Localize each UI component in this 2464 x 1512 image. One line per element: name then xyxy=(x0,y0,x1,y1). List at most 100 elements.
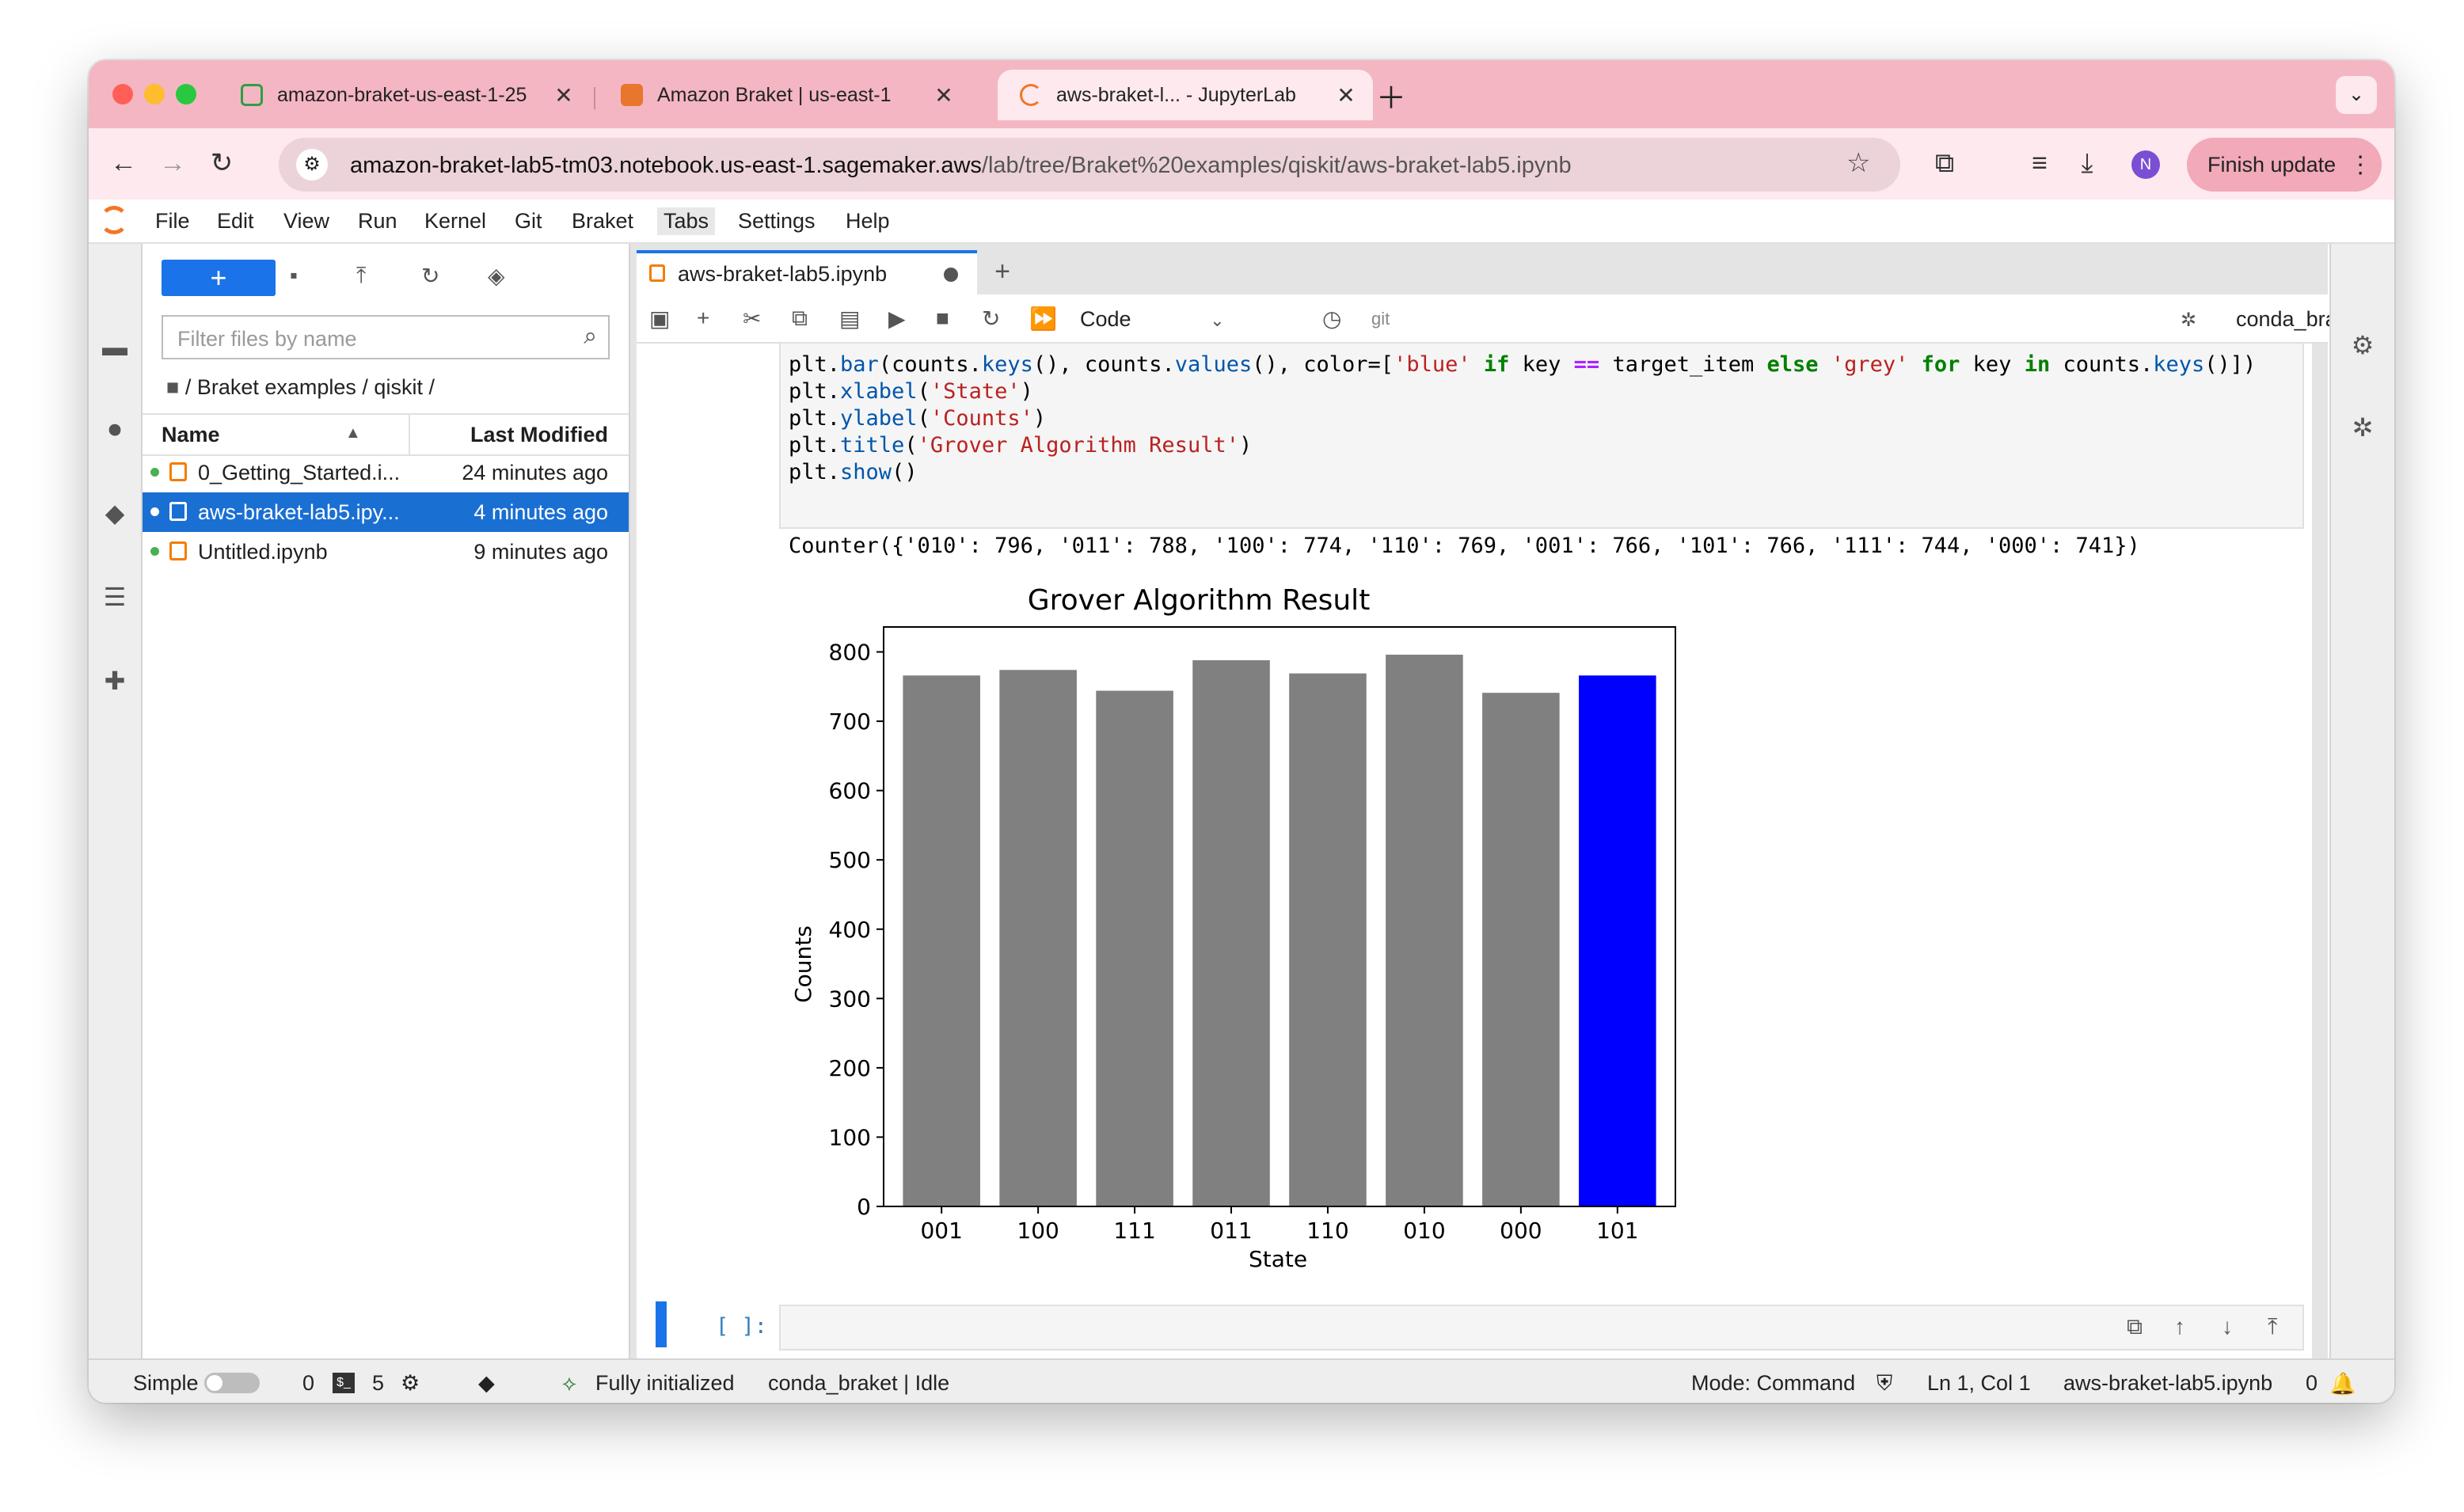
file-row[interactable]: Untitled.ipynb 9 minutes ago xyxy=(143,532,629,572)
git-clone-icon[interactable]: ◈ xyxy=(488,264,505,288)
menu-run[interactable]: Run xyxy=(358,209,397,233)
url-text: amazon-braket-lab5-tm03.notebook.us-east… xyxy=(350,153,1572,178)
refresh-icon[interactable]: ↻ xyxy=(421,264,440,288)
modified-column-header[interactable]: Last Modified xyxy=(470,423,608,446)
extensions-icon[interactable]: ✚ xyxy=(104,667,126,695)
running-kernels-icon[interactable]: ⏺ xyxy=(108,415,121,443)
new-folder-icon[interactable]: ▪ xyxy=(290,263,298,287)
menu-view[interactable]: View xyxy=(283,209,330,233)
add-tab-button[interactable]: + xyxy=(994,256,1010,287)
move-up-icon[interactable]: ↑ xyxy=(2174,1314,2185,1339)
restart-icon[interactable]: ↻ xyxy=(982,306,1001,331)
duplicate-cell-icon[interactable]: ⧉ xyxy=(2127,1314,2143,1339)
unsaved-dot-icon[interactable] xyxy=(944,268,958,282)
trusted-shield-icon[interactable]: ⛨ xyxy=(1877,1371,1893,1395)
paste-icon[interactable]: ▤ xyxy=(839,306,861,331)
git-icon[interactable]: ◆ xyxy=(478,1371,495,1395)
debugger-icon[interactable]: ✲ xyxy=(2181,310,2197,331)
media-control-icon[interactable]: ≡ xyxy=(2032,147,2048,178)
debugger-icon[interactable]: ✲ xyxy=(2352,413,2374,442)
insert-above-icon[interactable]: ⤒ xyxy=(2268,1314,2278,1339)
new-tab-button[interactable]: ＋ xyxy=(1376,82,1407,116)
menu-git[interactable]: Git xyxy=(515,209,542,233)
jupyter-icon xyxy=(1020,84,1042,106)
run-all-icon[interactable]: ⏩ xyxy=(1029,306,1057,331)
minimize-window-button[interactable] xyxy=(144,84,165,104)
new-launcher-button[interactable]: + xyxy=(162,260,276,296)
notebook-tab[interactable]: aws-braket-lab5.ipynb xyxy=(637,250,977,294)
filter-files-field[interactable]: ⌕ xyxy=(162,315,610,359)
zoom-window-button[interactable] xyxy=(176,84,196,104)
property-inspector-icon[interactable]: ⚙ xyxy=(2351,331,2375,359)
cursor-position[interactable]: Ln 1, Col 1 xyxy=(1927,1371,2031,1395)
notification-count[interactable]: 0 xyxy=(2306,1371,2318,1395)
folder-icon: ■ xyxy=(166,375,180,399)
save-icon[interactable]: ▣ xyxy=(649,306,671,331)
table-of-contents-icon[interactable]: ☰ xyxy=(103,583,127,611)
forward-icon[interactable]: → xyxy=(159,147,186,178)
more-menu-icon[interactable]: ⋮ xyxy=(2348,151,2373,178)
move-down-icon[interactable]: ↓ xyxy=(2222,1314,2233,1339)
code-cell[interactable]: plt.bar(counts.keys(), counts.values(), … xyxy=(779,344,2304,529)
reload-icon[interactable]: ↻ xyxy=(210,148,234,178)
stop-icon[interactable]: ■ xyxy=(936,306,949,330)
copy-icon[interactable]: ⧉ xyxy=(792,306,808,330)
x-tick-label: 100 xyxy=(1017,1218,1059,1244)
name-column-header[interactable]: Name xyxy=(162,423,220,446)
site-info-icon[interactable]: ⚙ xyxy=(296,149,328,180)
kernel-status[interactable]: conda_braket | Idle xyxy=(768,1371,950,1395)
notebook-content: plt.bar(counts.keys(), counts.values(), … xyxy=(637,344,2312,1358)
browser-tab-s3[interactable]: amazon-braket-us-east-1-25 ✕ xyxy=(219,70,591,120)
filter-files-input[interactable] xyxy=(176,326,559,352)
finish-update-button[interactable]: Finish update ⋮ xyxy=(2187,138,2382,192)
bookmark-star-icon[interactable]: ☆ xyxy=(1846,148,1871,178)
menu-edit[interactable]: Edit xyxy=(217,209,254,233)
folder-icon[interactable]: ▬ xyxy=(102,332,127,361)
x-tick-label: 110 xyxy=(1306,1218,1348,1244)
menu-tabs[interactable]: Tabs xyxy=(657,207,716,235)
file-modified: 9 minutes ago xyxy=(473,540,608,564)
empty-code-cell[interactable]: ⧉ ↑ ↓ ⤒ xyxy=(779,1305,2304,1351)
notebook-icon xyxy=(169,502,187,521)
breadcrumb-path[interactable]: / Braket examples / qiskit / xyxy=(184,375,435,399)
kernel-count[interactable]: 5 xyxy=(372,1371,385,1395)
file-row[interactable]: 0_Getting_Started.i... 24 minutes ago xyxy=(143,453,629,492)
close-tab-icon[interactable]: ✕ xyxy=(554,82,573,108)
chevron-down-icon: ⌄ xyxy=(1210,310,1225,330)
run-icon[interactable]: ▶ xyxy=(888,306,906,331)
file-modified: 24 minutes ago xyxy=(462,461,608,484)
bell-icon[interactable]: 🔔 xyxy=(2329,1372,2356,1396)
git-diff-button[interactable]: git xyxy=(1371,309,1390,329)
menu-kernel[interactable]: Kernel xyxy=(424,209,487,233)
jupyter-logo-icon xyxy=(100,206,128,234)
close-tab-icon[interactable]: ✕ xyxy=(934,82,953,108)
code-editor[interactable]: plt.bar(counts.keys(), counts.values(), … xyxy=(789,352,2257,484)
menu-file[interactable]: File xyxy=(155,209,190,233)
tab-search-icon[interactable]: ⌄ xyxy=(2336,76,2377,114)
profile-avatar[interactable]: N xyxy=(2131,150,2160,179)
back-icon[interactable]: ← xyxy=(110,147,137,178)
y-tick-label: 500 xyxy=(829,847,871,873)
cut-icon[interactable]: ✂ xyxy=(743,306,762,331)
upload-icon[interactable]: ⤒ xyxy=(356,263,367,287)
insert-cell-icon[interactable]: + xyxy=(697,306,710,330)
address-bar[interactable]: ⚙ amazon-braket-lab5-tm03.notebook.us-ea… xyxy=(279,138,1900,192)
menu-help[interactable]: Help xyxy=(846,209,890,233)
browser-tab-braket[interactable]: Amazon Braket | us-east-1 ✕ xyxy=(599,70,971,120)
extensions-icon[interactable]: ⧉ xyxy=(1934,147,1955,178)
file-row-selected[interactable]: aws-braket-lab5.ipy... 4 minutes ago xyxy=(143,492,629,532)
history-icon[interactable]: ◷ xyxy=(1322,306,1342,331)
close-window-button[interactable] xyxy=(112,84,133,104)
right-sidebar-rail: ⚙ ✲ xyxy=(2329,244,2394,1358)
sort-ascending-icon[interactable]: ▲ xyxy=(345,424,361,442)
terminal-count[interactable]: 0 xyxy=(302,1371,315,1395)
browser-tab-jupyterlab[interactable]: aws-braket-l... - JupyterLab ✕ xyxy=(998,70,1373,120)
download-icon[interactable]: ⤓ xyxy=(2081,147,2093,178)
git-icon[interactable]: ◆ xyxy=(105,499,125,527)
simple-mode-toggle[interactable] xyxy=(204,1373,260,1393)
close-tab-icon[interactable]: ✕ xyxy=(1337,82,1356,108)
cell-type-select[interactable]: Code ⌄ xyxy=(1080,307,1225,332)
menu-settings[interactable]: Settings xyxy=(738,209,816,233)
menu-braket[interactable]: Braket xyxy=(572,209,634,233)
breadcrumb[interactable]: ■ / Braket examples / qiskit / xyxy=(166,375,435,400)
